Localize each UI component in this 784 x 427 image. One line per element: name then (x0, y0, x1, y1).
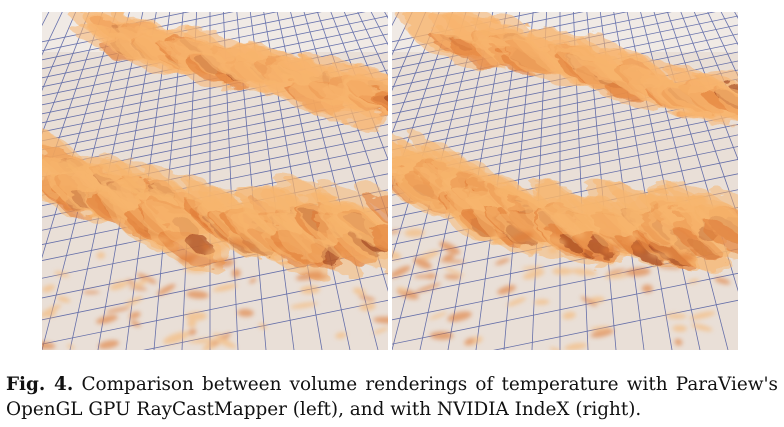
figure-caption: Fig. 4. Comparison between volume render… (6, 372, 778, 422)
figure-caption-text: Comparison between volume renderings of … (6, 374, 778, 420)
figure-label: Fig. 4. (6, 374, 74, 395)
volume-rendering-nvidia-index-image (392, 12, 738, 350)
rendering-panel-right (392, 12, 738, 350)
figure-images (42, 12, 742, 350)
rendering-panel-left (42, 12, 388, 350)
volume-rendering-paraview-image (42, 12, 388, 350)
